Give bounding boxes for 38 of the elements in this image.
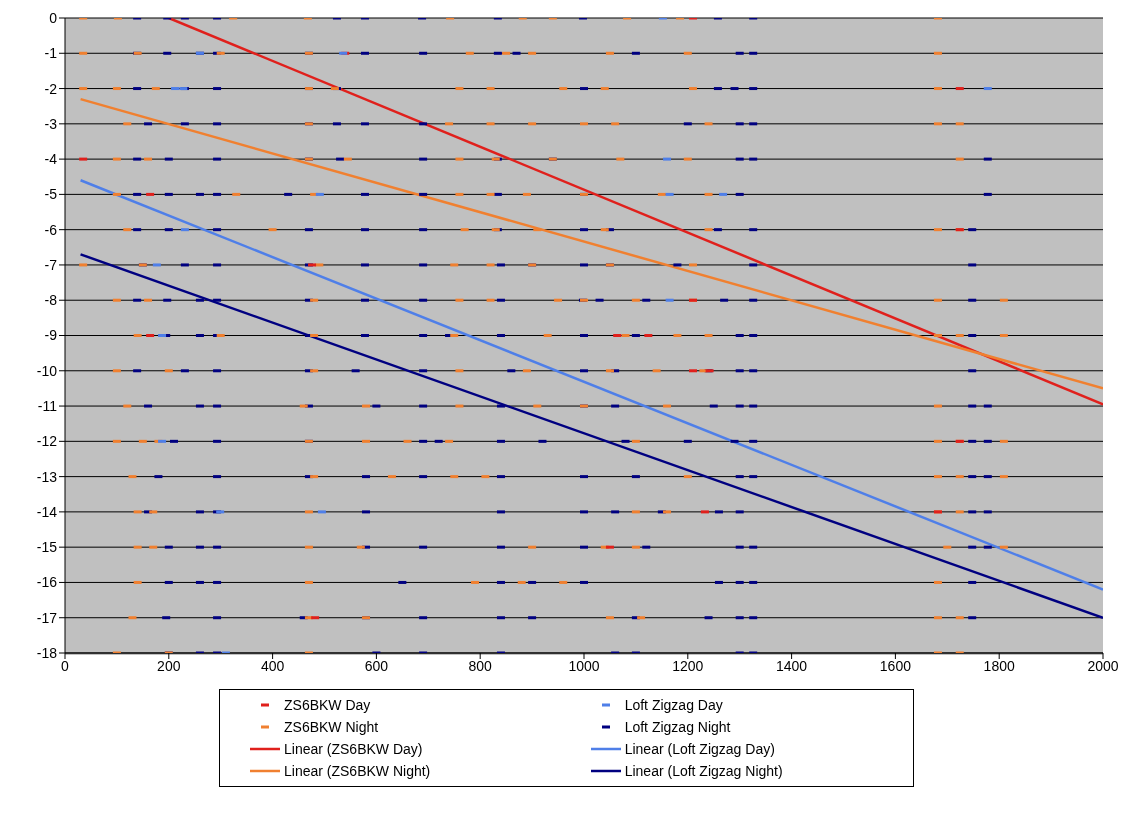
x-tick-label: 1000 [568,657,600,674]
legend-label: ZS6BKW Day [284,697,371,713]
x-tick-label: 800 [468,657,493,674]
y-tick-label: 0 [49,9,58,26]
y-tick-label: -5 [44,186,58,203]
y-tick-label: -7 [44,256,58,273]
x-tick-label: 200 [157,657,181,674]
legend-label: Linear (ZS6BKW Day) [284,741,423,757]
y-tick-label: -17 [36,609,58,626]
legend-label: Linear (Loft Zigzag Day) [624,741,775,757]
x-tick-label: 1400 [776,657,808,674]
y-tick-label: -3 [44,115,58,132]
legend-label: Linear (Loft Zigzag Night) [624,763,783,779]
y-tick-label: -14 [36,503,58,520]
x-tick-label: 1600 [879,657,912,674]
y-tick-label: -9 [44,327,58,344]
y-tick-label: -4 [44,151,58,168]
x-tick-label: 1800 [983,657,1015,674]
y-tick-label: -6 [44,221,58,238]
y-tick-label: -1 [44,45,58,62]
y-tick-label: -12 [36,433,58,450]
y-tick-label: -8 [44,292,58,309]
y-tick-label: -10 [36,362,58,379]
legend-label: Loft Zigzag Day [624,697,723,713]
legend-label: Linear (ZS6BKW Night) [284,763,431,779]
y-tick-label: -11 [37,398,58,415]
y-tick-label: -13 [36,468,58,485]
x-tick-label: 1200 [672,657,704,674]
legend-label: ZS6BKW Night [284,719,379,735]
x-tick-label: 0 [61,657,70,674]
y-tick-label: -16 [36,574,58,591]
y-tick-label: -2 [44,80,58,97]
x-tick-label: 2000 [1087,657,1119,674]
legend-label: Loft Zigzag Night [624,719,731,735]
y-tick-label: -15 [36,539,58,556]
x-tick-label: 400 [260,657,285,674]
y-tick-label: -18 [36,644,58,661]
x-tick-label: 600 [364,657,389,674]
